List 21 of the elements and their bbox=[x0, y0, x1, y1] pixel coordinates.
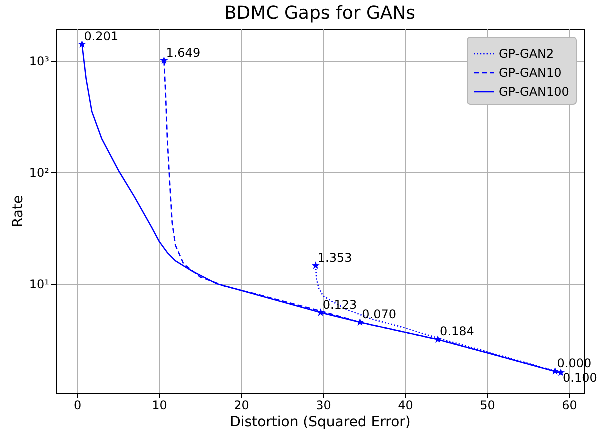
annotation: 0.201 bbox=[84, 30, 119, 44]
x-axis-title: Distortion (Squared Error) bbox=[230, 414, 411, 430]
x-tick-label: 50 bbox=[480, 398, 496, 412]
x-tick-label: 0 bbox=[74, 398, 82, 412]
annotation: 0.070 bbox=[362, 308, 397, 322]
x-tick-label: 40 bbox=[398, 398, 414, 412]
y-tick-label: 10² bbox=[29, 166, 50, 180]
x-tick-label: 10 bbox=[152, 398, 168, 412]
y-axis-title: Rate bbox=[10, 195, 26, 228]
x-tick-label: 20 bbox=[234, 398, 250, 412]
legend-label: GP-GAN100 bbox=[499, 85, 570, 99]
x-tick-label: 60 bbox=[562, 398, 578, 412]
y-tick-label: 10³ bbox=[29, 54, 50, 68]
y-tick-label: 10¹ bbox=[29, 277, 50, 292]
legend-label: GP-GAN10 bbox=[499, 66, 562, 80]
chart-title: BDMC Gaps for GANs bbox=[224, 3, 416, 24]
annotation: 1.649 bbox=[166, 46, 201, 60]
x-tick-label: 30 bbox=[316, 398, 332, 412]
annotation: 1.353 bbox=[318, 250, 352, 265]
legend-label: GP-GAN2 bbox=[499, 47, 554, 61]
annotation: 0.184 bbox=[440, 324, 474, 339]
